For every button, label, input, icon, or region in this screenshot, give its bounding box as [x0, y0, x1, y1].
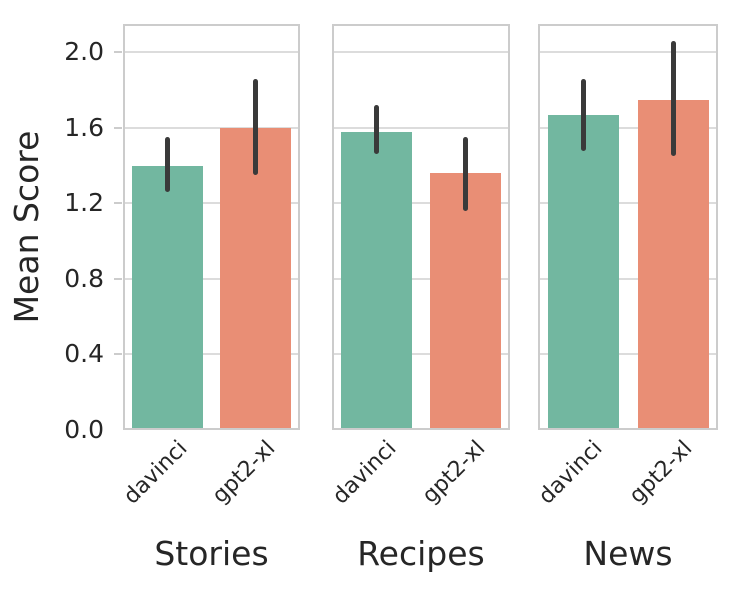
gridline [123, 126, 300, 129]
panel-title-news: News [583, 534, 673, 573]
bar-stories-davinci [131, 165, 203, 430]
gridline [538, 126, 718, 129]
gridline [538, 51, 718, 54]
bottom-spine [538, 428, 718, 430]
panel-recipes: davinci gpt2-xl Recipes [328, 24, 510, 573]
error-bar-recipes-gpt2-xl [463, 137, 468, 212]
gridline [332, 202, 510, 205]
gridline [332, 126, 510, 129]
left-spine [332, 24, 334, 430]
y-tick-mark [114, 126, 122, 129]
top-spine [538, 24, 718, 26]
error-bar-stories-davinci [164, 137, 170, 193]
gridline [538, 353, 718, 356]
gridline [332, 51, 510, 54]
x-tick-label-davinci: davinci [118, 436, 192, 510]
gridline [123, 202, 300, 205]
gridline [332, 277, 510, 280]
top-spine [123, 24, 300, 26]
bar-recipes-davinci [341, 131, 412, 430]
left-spine [123, 24, 125, 430]
panel-stories: davinci gpt2-xl Stories [114, 24, 300, 573]
y-tick-mark [114, 277, 122, 280]
y-tick-label: 1.2 [64, 188, 104, 218]
gridline [123, 277, 300, 280]
right-spine [298, 24, 300, 430]
left-spine [538, 24, 540, 430]
error-bar-news-davinci [580, 78, 586, 151]
error-bar-news-gpt2-xl [670, 40, 676, 157]
error-bar-stories-gpt2-xl [253, 78, 259, 176]
y-tick-mark [114, 51, 122, 54]
x-tick-label-gpt2-xl: gpt2-xl [417, 436, 491, 509]
y-tick-label: 2.0 [64, 37, 104, 67]
y-tick-mark [114, 202, 122, 205]
gridline [123, 51, 300, 54]
bar-news-davinci [547, 114, 619, 430]
right-spine [716, 24, 718, 430]
top-spine [332, 24, 510, 26]
x-tick-label-gpt2-xl: gpt2-xl [207, 436, 281, 509]
right-spine [508, 24, 510, 430]
panel-news: davinci gpt2-xl News [534, 24, 718, 573]
gridline [538, 202, 718, 205]
error-bar-recipes-davinci [374, 105, 379, 155]
x-tick-label-gpt2-xl: gpt2-xl [625, 436, 698, 509]
gridline [123, 353, 300, 356]
gridline [332, 353, 510, 356]
y-tick-label: 0.4 [64, 339, 104, 369]
bar-recipes-gpt2-xl [430, 173, 501, 430]
panel-title-recipes: Recipes [357, 534, 485, 573]
x-tick-label-davinci: davinci [534, 436, 608, 510]
x-tick-label-davinci: davinci [327, 436, 402, 510]
y-tick-label: 0.8 [64, 263, 104, 293]
bar-stories-gpt2-xl [220, 127, 292, 430]
y-tick-label: 1.6 [64, 112, 104, 142]
gridline [538, 277, 718, 280]
y-tick-label: 0.0 [64, 415, 104, 444]
y-tick-mark [114, 353, 122, 356]
panel-title-stories: Stories [154, 534, 269, 573]
bottom-spine [123, 428, 300, 430]
bottom-spine [332, 428, 510, 430]
